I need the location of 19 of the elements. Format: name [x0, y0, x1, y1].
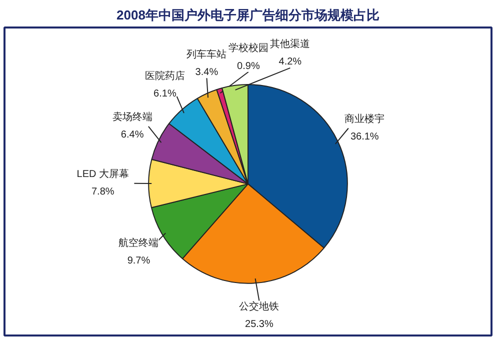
- chart-title: 2008年中国户外电子屏广告细分市场规模占比: [116, 8, 380, 22]
- slice-label: 其他渠道: [270, 38, 310, 50]
- data-label: 6.4%: [120, 130, 144, 141]
- slice-label: 列车车站: [186, 48, 227, 61]
- data-label: 0.9%: [237, 60, 260, 72]
- data-label: 36.1%: [350, 132, 379, 143]
- slice-label: 航空终端: [118, 237, 159, 250]
- slice-label: 学校校园: [228, 42, 268, 54]
- data-label: 4.2%: [278, 56, 302, 68]
- slice-label: 卖场终端: [112, 111, 152, 124]
- slice-label: 医院药店: [144, 70, 185, 82]
- slice-label: 商业楼宇: [344, 112, 385, 125]
- slice-label: LED 大屏幕: [76, 168, 130, 180]
- data-label: 3.4%: [195, 67, 218, 78]
- data-label: 25.3%: [245, 318, 274, 330]
- slice-label: 公交地铁: [239, 300, 280, 312]
- data-label: 9.7%: [127, 256, 150, 267]
- data-label: 7.8%: [92, 186, 114, 198]
- data-label: 6.1%: [154, 88, 176, 100]
